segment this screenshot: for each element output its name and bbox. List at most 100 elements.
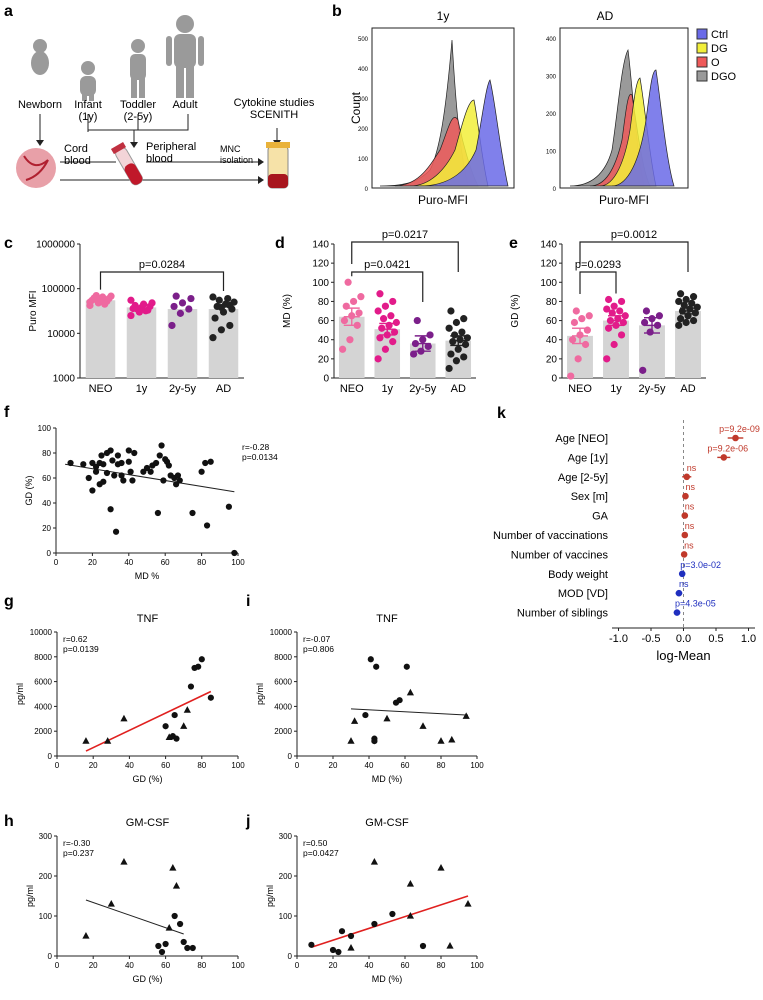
y-tick-label: 2000 bbox=[34, 727, 52, 736]
data-point bbox=[686, 305, 694, 313]
y-tick-label: 120 bbox=[312, 259, 329, 270]
chart-g-tnf-gd: 0 20 40 60 80 100 0 2000 4000 6000 8000 10000 GD (%)… bbox=[15, 613, 245, 784]
data-point bbox=[211, 314, 219, 322]
x-tick-label: 100 bbox=[470, 961, 484, 970]
data-point bbox=[447, 307, 455, 315]
y-tick-label: 0 bbox=[323, 374, 329, 385]
label-peripheral-blood-line2: blood bbox=[146, 153, 173, 165]
y-tick-label: 1000 bbox=[53, 374, 76, 385]
p-value-label: p=0.0284 bbox=[139, 259, 185, 271]
x-tick-label: AD bbox=[680, 383, 695, 395]
data-point bbox=[574, 355, 582, 363]
label-cord-blood-line1: Cord bbox=[64, 143, 88, 155]
x-tick-label: 100 bbox=[470, 761, 484, 770]
data-point bbox=[581, 340, 590, 349]
stat-label: p=0.806 bbox=[303, 644, 334, 654]
data-point-circle bbox=[129, 477, 136, 484]
y-tick-label: 0 bbox=[48, 952, 53, 961]
legend-label-dgo: DGO bbox=[711, 71, 737, 83]
y-axis-label: pg/ml bbox=[25, 885, 35, 907]
blood-tube-icon bbox=[110, 141, 143, 186]
y-tick-label: 8000 bbox=[274, 653, 292, 662]
label-mnc-isolation: MNC isolation bbox=[220, 144, 253, 165]
data-point bbox=[570, 318, 579, 327]
x-tick-label: 20 bbox=[89, 961, 98, 970]
data-point-circle bbox=[153, 459, 160, 467]
chart-title: GM-CSF bbox=[365, 817, 409, 829]
y-tick-label: 1000000 bbox=[36, 240, 75, 251]
data-point-circle bbox=[92, 468, 100, 475]
x-tick-label: 40 bbox=[125, 761, 134, 770]
y-tick-label: 100 bbox=[540, 278, 557, 289]
panel-letter-j: j bbox=[245, 813, 250, 830]
y-tick-label: 140 bbox=[540, 240, 557, 251]
data-point-circle bbox=[120, 477, 127, 484]
p-value-label: ns bbox=[685, 521, 695, 531]
row-label: Age [2-5y] bbox=[558, 472, 608, 484]
data-point-circle bbox=[162, 723, 169, 730]
data-point-circle bbox=[107, 506, 114, 513]
data-point bbox=[176, 309, 184, 317]
y-tick-label: 60 bbox=[546, 316, 558, 327]
estimate-point bbox=[720, 454, 728, 461]
x-tick-label: 0 bbox=[54, 558, 59, 567]
data-point-circle bbox=[154, 509, 162, 517]
data-point bbox=[676, 290, 685, 298]
x-tick-label: 1y bbox=[136, 383, 148, 395]
data-point-triangle bbox=[446, 942, 454, 949]
data-point bbox=[568, 336, 577, 344]
hist-ad-ytick: 200 bbox=[546, 112, 557, 118]
y-tick-label: 10000 bbox=[30, 628, 53, 637]
p-value-label: ns bbox=[687, 463, 697, 473]
hist-1y-ytick: 0 bbox=[365, 187, 369, 193]
regression-line bbox=[311, 895, 469, 948]
data-point bbox=[376, 334, 384, 342]
data-point-triangle bbox=[104, 737, 112, 744]
row-label: Number of siblings bbox=[517, 608, 609, 620]
p-value-label: p=0.0012 bbox=[611, 229, 657, 241]
data-point bbox=[387, 312, 395, 320]
data-point-circle bbox=[176, 477, 183, 484]
data-point bbox=[689, 293, 698, 301]
hist-1y-yticks: 0 100 200 300 400 500 bbox=[358, 37, 369, 193]
x-tick-label: 1y bbox=[381, 383, 393, 395]
data-point bbox=[572, 307, 580, 315]
p-value-label: p=3.0e-02 bbox=[680, 560, 721, 570]
x-axis-label: MD (%) bbox=[372, 974, 403, 984]
data-point-circle bbox=[156, 452, 163, 459]
hist-1y-ytick: 100 bbox=[358, 157, 369, 163]
x-tick-label: NEO bbox=[568, 383, 592, 395]
hist-ad-frame bbox=[559, 27, 689, 189]
data-point bbox=[217, 303, 225, 312]
data-point bbox=[178, 299, 187, 307]
data-point-circle bbox=[173, 735, 180, 742]
data-point bbox=[447, 350, 455, 358]
y-axis-label: GD (%) bbox=[510, 294, 521, 327]
data-point-circle bbox=[403, 663, 410, 670]
data-point bbox=[461, 340, 470, 349]
stat-label: r=-0.28 bbox=[242, 442, 269, 452]
data-point-circle bbox=[112, 528, 120, 535]
data-point-triangle bbox=[462, 712, 470, 719]
x-tick-label: 0.5 bbox=[708, 633, 723, 645]
hist-1y-ytick: 300 bbox=[358, 97, 369, 103]
data-point bbox=[610, 302, 618, 310]
data-point-circle bbox=[203, 522, 211, 529]
estimate-point bbox=[675, 589, 683, 597]
data-point bbox=[142, 307, 150, 315]
data-point bbox=[460, 315, 468, 323]
data-point-circle bbox=[225, 503, 232, 510]
data-point bbox=[691, 309, 700, 317]
data-point bbox=[353, 321, 361, 329]
p-value-label: p=0.0293 bbox=[575, 259, 621, 271]
y-tick-label: 2000 bbox=[274, 727, 292, 736]
label-peripheral-blood-line1: Peripheral bbox=[146, 141, 196, 153]
significance-bracket bbox=[99, 271, 225, 292]
row-label: Body weight bbox=[548, 569, 608, 581]
y-tick-label: 10000 bbox=[47, 329, 75, 340]
data-point-circle bbox=[371, 920, 378, 928]
y-tick-label: 4000 bbox=[34, 702, 52, 711]
data-point-circle bbox=[189, 509, 196, 517]
stat-label: p=0.0427 bbox=[303, 848, 339, 858]
regression-line bbox=[65, 463, 235, 493]
